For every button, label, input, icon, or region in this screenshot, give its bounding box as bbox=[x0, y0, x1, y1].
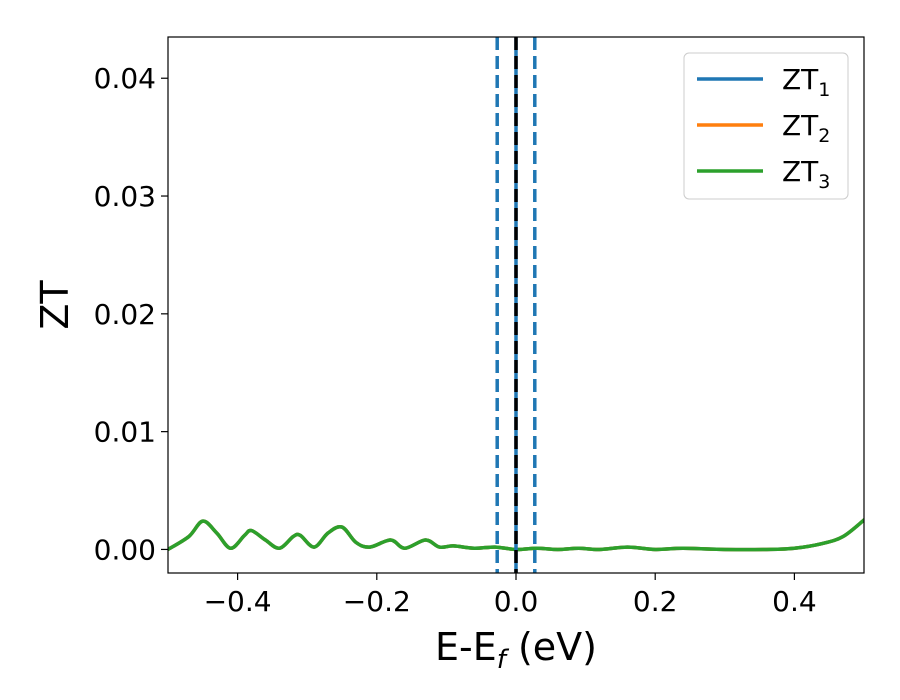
y-tick-label: 0.00 bbox=[94, 533, 156, 566]
x-tick-label: 0.2 bbox=[633, 585, 678, 618]
y-ticks: 0.00 0.01 0.02 0.03 0.04 bbox=[94, 62, 168, 566]
legend-box bbox=[683, 52, 849, 200]
x-tick-label: 0.4 bbox=[772, 585, 817, 618]
y-axis-label: ZT bbox=[33, 280, 77, 330]
legend-label-zt3: ZT3 bbox=[782, 155, 830, 193]
y-tick-label: 0.04 bbox=[94, 62, 156, 95]
series-line-zt3 bbox=[168, 518, 864, 552]
x-tick-label: −0.4 bbox=[204, 585, 272, 618]
legend-entries: ZT1 ZT2 ZT3 bbox=[697, 63, 830, 193]
x-axis-label: E-Ef (eV) bbox=[435, 625, 597, 675]
x-ticks: −0.4 −0.2 0.0 0.2 0.4 bbox=[204, 573, 817, 618]
x-tick-label: 0.0 bbox=[494, 585, 539, 618]
legend-label-zt1: ZT1 bbox=[782, 63, 830, 101]
y-tick-label: 0.03 bbox=[94, 180, 156, 213]
legend: ZT1 ZT2 ZT3 bbox=[683, 52, 849, 200]
y-tick-label: 0.02 bbox=[94, 298, 156, 331]
legend-label-zt2: ZT2 bbox=[782, 109, 830, 147]
data-layer bbox=[168, 37, 864, 573]
y-tick-label: 0.01 bbox=[94, 416, 156, 449]
x-tick-label: −0.2 bbox=[343, 585, 411, 618]
